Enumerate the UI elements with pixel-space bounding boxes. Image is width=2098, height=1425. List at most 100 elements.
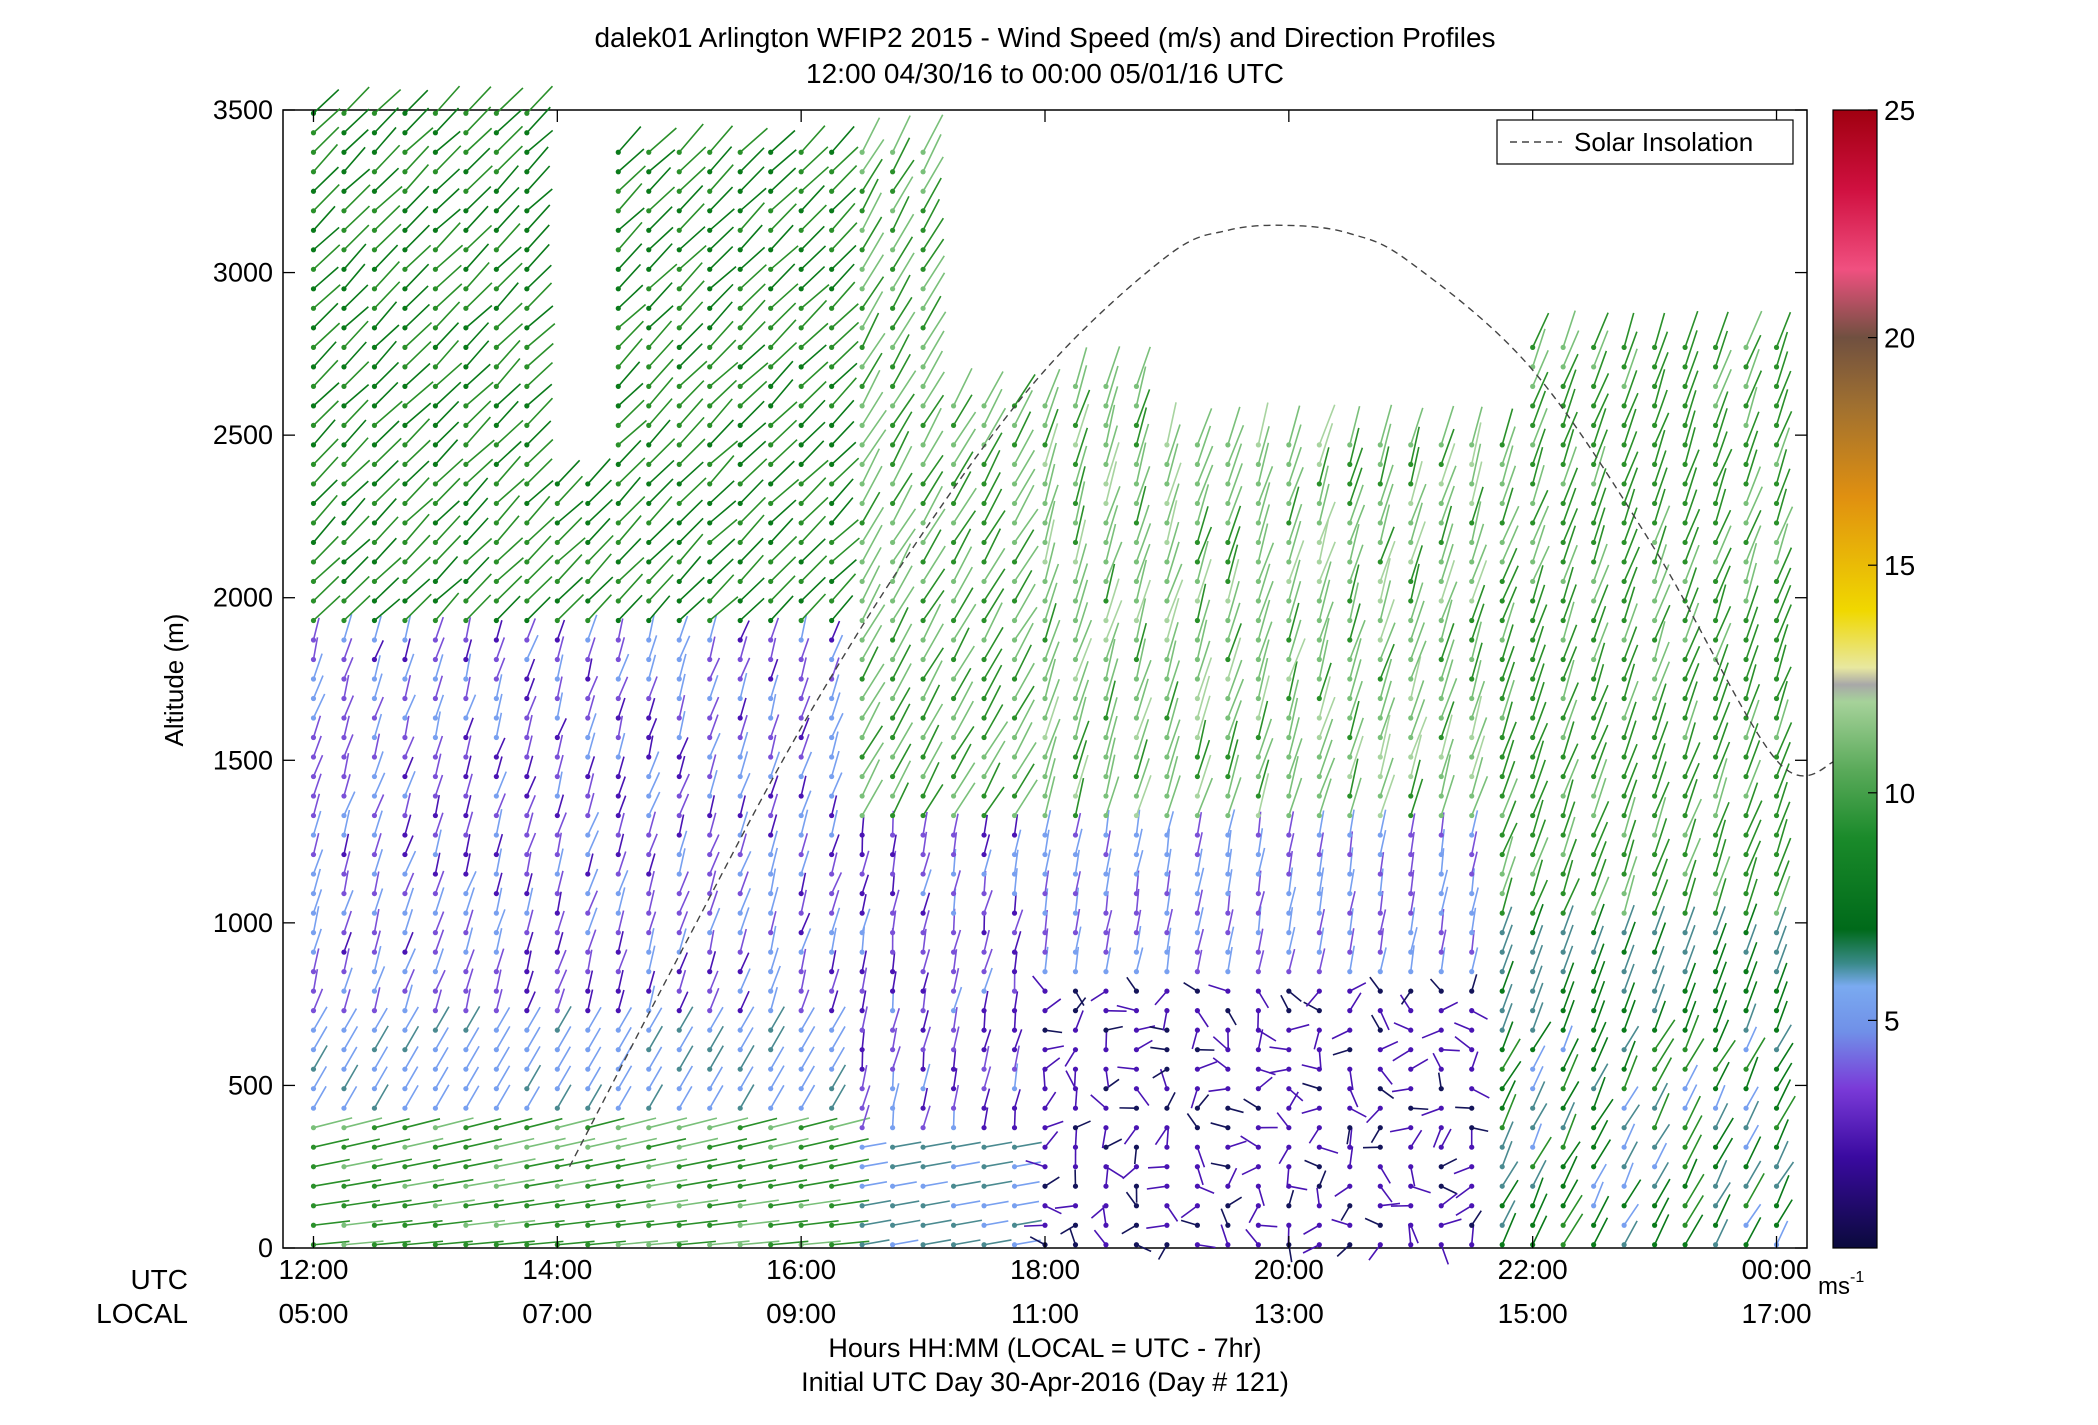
wind-barb <box>830 674 840 699</box>
wind-barb-dot <box>1712 1222 1719 1228</box>
wind-barb-dot <box>798 559 804 565</box>
wind-barb-dot <box>310 364 317 370</box>
wind-barb-dot <box>1255 1047 1261 1053</box>
wind-barb <box>343 753 350 777</box>
wind-barb <box>1501 1212 1517 1246</box>
wind-barb <box>891 213 915 251</box>
wind-barb <box>1288 777 1303 816</box>
wind-barb-dot <box>1712 1008 1719 1014</box>
wind-barb <box>434 400 460 426</box>
wind-barb <box>1288 424 1302 465</box>
wind-barb <box>952 546 973 582</box>
wind-barb <box>1470 907 1477 933</box>
wind-barb <box>312 516 336 543</box>
wind-barb-dot <box>1347 1242 1353 1248</box>
wind-barb <box>434 130 461 153</box>
wind-barb <box>1243 1098 1259 1109</box>
wind-barb-dot <box>1011 949 1018 955</box>
wind-barb-dot <box>432 1066 438 1072</box>
wind-barb-dot <box>920 1203 926 1209</box>
wind-barb-dot <box>890 1203 896 1209</box>
wind-barb <box>1623 963 1635 992</box>
wind-barb-dot <box>1255 1242 1261 1248</box>
wind-barb-dot <box>1194 1047 1200 1053</box>
wind-barb-dot <box>1133 1222 1140 1228</box>
wind-barb-dot <box>646 169 652 175</box>
wind-barb <box>1409 426 1420 465</box>
wind-barb-dot <box>1560 578 1566 585</box>
wind-barb <box>1714 961 1728 992</box>
wind-barb <box>556 537 586 563</box>
wind-barb-dot <box>981 676 987 682</box>
wind-barb-dot <box>615 461 621 468</box>
wind-barb-dot <box>1743 442 1749 448</box>
wind-barb-dot <box>1042 754 1048 760</box>
wind-barb-dot <box>1255 578 1261 585</box>
wind-barb <box>952 528 972 563</box>
wind-barb-dot <box>1225 930 1231 936</box>
wind-barb <box>312 617 320 641</box>
wind-barb <box>1196 675 1211 719</box>
wind-barb-dot <box>1591 578 1597 585</box>
wind-barb <box>526 794 536 816</box>
wind-barb-dot <box>1377 1203 1383 1209</box>
wind-barb <box>312 773 322 797</box>
wind-barb-dot <box>920 969 926 975</box>
wind-barb <box>1135 719 1150 758</box>
wind-barb <box>679 1117 718 1129</box>
wind-barb-dot <box>1652 754 1658 760</box>
wind-barb <box>1562 801 1576 836</box>
wind-barb <box>312 284 341 309</box>
wind-barb-dot <box>1194 890 1200 897</box>
wind-barb <box>404 715 410 738</box>
wind-barb-dot <box>1621 1183 1627 1189</box>
wind-barb-dot <box>707 247 713 253</box>
wind-barb <box>1336 1244 1351 1257</box>
wind-barb <box>861 1181 888 1188</box>
wind-barb-dot <box>1469 656 1475 663</box>
wind-barb-dot <box>1773 715 1780 721</box>
wind-barb-dot <box>829 266 835 272</box>
wind-barb-dot <box>859 773 865 780</box>
wind-barb <box>953 1200 981 1207</box>
wind-barb <box>648 377 674 407</box>
x-tick-label-utc: 12:00 <box>278 1254 348 1285</box>
wind-barb <box>922 1105 931 1128</box>
wind-barb <box>800 576 826 602</box>
wind-barb <box>373 945 382 972</box>
wind-barb <box>1074 389 1091 426</box>
wind-barb-dot <box>432 617 438 624</box>
wind-barb <box>465 1199 504 1207</box>
wind-barb-dot <box>524 871 530 877</box>
wind-barb <box>434 654 444 680</box>
wind-barb-dot <box>1621 773 1627 780</box>
wind-barb <box>769 1025 785 1051</box>
wind-barb <box>465 439 495 466</box>
wind-barb <box>1369 976 1381 992</box>
wind-barb <box>1592 642 1606 680</box>
wind-barb <box>1775 1161 1795 1187</box>
wind-barb <box>891 195 910 231</box>
wind-barb <box>983 685 1002 719</box>
wind-barb-dot <box>1072 422 1079 428</box>
wind-barb-dot <box>1591 812 1597 819</box>
wind-barb <box>373 908 380 933</box>
wind-barb-dot <box>707 149 713 155</box>
wind-barb-dot <box>1164 1027 1170 1033</box>
wind-barb-dot <box>402 1008 408 1014</box>
wind-barb <box>526 554 554 583</box>
wind-barb-dot <box>1133 539 1140 546</box>
wind-barb-dot <box>737 461 743 468</box>
wind-barb <box>1714 488 1727 524</box>
wind-barb-dot <box>1103 422 1109 428</box>
wind-barb-dot <box>615 266 621 272</box>
wind-barb <box>678 890 690 914</box>
wind-barb-dot <box>1469 832 1475 838</box>
wind-barb-dot <box>1530 500 1536 507</box>
wind-barb <box>801 1199 841 1207</box>
wind-barb-dot <box>676 1027 682 1033</box>
wind-barb <box>1227 424 1245 465</box>
wind-barb <box>1501 1179 1519 1207</box>
chart-subtitle: 12:00 04/30/16 to 00:00 05/01/16 UTC <box>806 58 1284 89</box>
wind-barb-dot <box>524 890 530 897</box>
